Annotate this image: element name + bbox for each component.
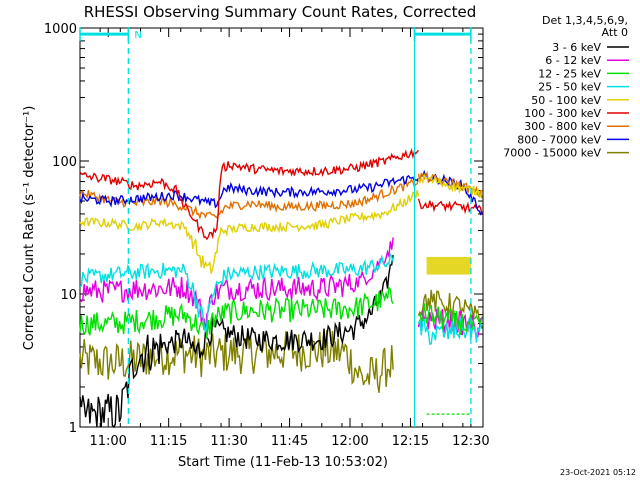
x-tick-label: 11:45 [271, 434, 308, 449]
legend-item-label: 50 - 100 keV [531, 94, 601, 107]
x-tick-label: 12:00 [331, 434, 368, 449]
y-tick-label: 100 [52, 155, 77, 170]
legend-item-label: 800 - 7000 keV [517, 133, 601, 146]
x-tick-label: 11:00 [89, 434, 126, 449]
legend-item-label: 3 - 6 keV [552, 41, 601, 54]
y-tick-label: 1000 [44, 22, 77, 37]
series-line [79, 286, 394, 339]
legend-item-label: 7000 - 15000 keV [503, 147, 601, 160]
series-line [79, 254, 394, 429]
x-tick-label: 11:30 [210, 434, 247, 449]
x-tick-label: 12:30 [452, 434, 489, 449]
series-line-post-gap [417, 289, 483, 329]
legend-item-label: 6 - 12 keV [545, 54, 601, 67]
y-tick-label: 1 [69, 421, 77, 436]
legend-item-label: 100 - 300 keV [524, 107, 601, 120]
overlay-marks: N [79, 27, 472, 427]
series-line-post-gap [417, 317, 483, 345]
series-line-post-gap [417, 169, 483, 216]
legend-item-label: 300 - 800 keV [524, 120, 601, 133]
x-tick-label: 11:15 [150, 434, 187, 449]
series-line [79, 147, 420, 241]
series-line [79, 174, 420, 209]
x-tick-label: 12:15 [392, 434, 429, 449]
series-line [79, 237, 394, 333]
y-axis-label: Corrected Count Rate (s⁻¹ detector⁻¹) [22, 106, 37, 351]
y-tick-label: 10 [60, 288, 77, 303]
series-line [79, 177, 420, 220]
legend-item-label: 25 - 50 keV [538, 81, 601, 94]
series-line [79, 190, 420, 274]
legend-header: Det 1,3,4,5,6,9, [542, 14, 628, 27]
footer-timestamp: 23-Oct-2021 05:12 [560, 468, 636, 477]
chart-title: RHESSI Observing Summary Count Rates, Co… [84, 3, 477, 21]
legend-item-label: 12 - 25 keV [538, 67, 601, 80]
axis-ticks: 1 10 100 1000 11:00 11:15 11:30 11:45 12:00 12:15… [44, 22, 490, 449]
series-marks [79, 147, 483, 429]
x-axis-label: Start Time (11-Feb-13 10:53:02) [178, 455, 388, 470]
series-line [79, 252, 394, 333]
series-band [426, 256, 471, 275]
flag-bar-label: N [134, 30, 141, 41]
legend-header: Att 0 [602, 26, 628, 39]
